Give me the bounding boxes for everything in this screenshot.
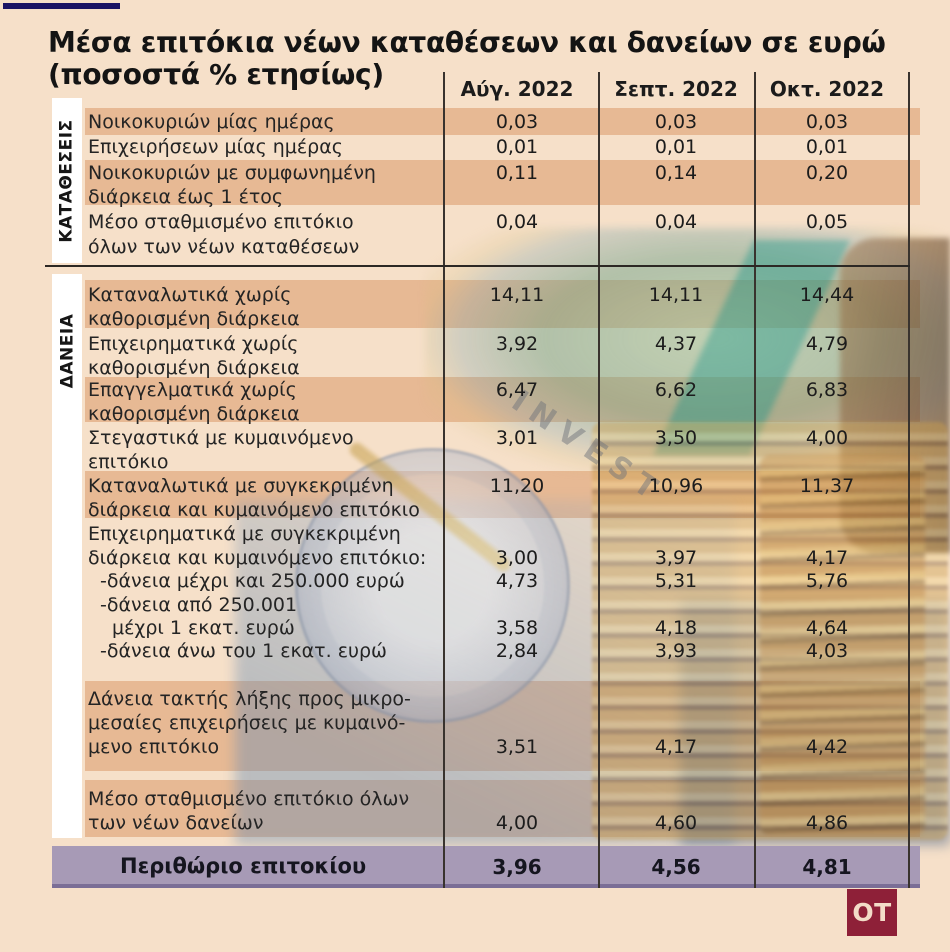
footer-label: Περιθώριο επιτοκίου — [120, 854, 367, 878]
cell-value: 4,17 — [805, 547, 849, 569]
column-header: Αύγ. 2022 — [460, 77, 574, 101]
row-label-line: -δάνεια από 250.001 — [100, 594, 298, 616]
cell-value: 14,11 — [648, 284, 704, 306]
cell-value: 14,11 — [489, 284, 545, 306]
cell-value: 14,44 — [799, 284, 855, 306]
section-strip — [52, 98, 82, 263]
section-label-text: ΔΑΝΕΙΑ — [57, 313, 78, 389]
row-label-line: μενο επιτόκιο — [88, 736, 220, 758]
cell-value: 4,03 — [805, 640, 849, 662]
column-divider — [754, 72, 756, 888]
row-label-line: μέχρι 1 εκατ. ευρώ — [112, 617, 295, 639]
cell-value: 4,00 — [805, 427, 849, 449]
cell-value: 3,97 — [654, 547, 698, 569]
section-label-text: ΚΑΤΑΘΕΣΕΙΣ — [57, 118, 77, 243]
cell-value: 3,51 — [495, 736, 539, 758]
row-band — [85, 108, 920, 135]
row-label-line: Καταναλωτικά χωρίς — [88, 284, 292, 306]
row-label-line: των νέων δανείων — [88, 812, 264, 834]
cell-value: 11,20 — [489, 475, 545, 497]
cell-value: 0,03 — [805, 111, 849, 133]
column-header: Οκτ. 2022 — [769, 77, 885, 101]
row-label-line: Στεγαστικά με κυμαινόμενο — [88, 427, 354, 449]
cell-value: 4,18 — [654, 617, 698, 639]
cell-value: 6,62 — [654, 379, 698, 401]
footer-band — [52, 846, 920, 888]
cell-value: 0,20 — [805, 162, 849, 184]
cell-value: 0,04 — [654, 211, 698, 233]
cell-value: 0,01 — [495, 136, 539, 158]
row-label-line: διάρκεια έως 1 έτος — [88, 186, 284, 208]
cell-value: 4,00 — [495, 812, 539, 834]
cell-value: 3,92 — [495, 333, 539, 355]
row-label-line: Επιχειρήσεων μίας ημέρας — [88, 136, 343, 158]
row-label-line: καθορισμένη διάρκεια — [88, 308, 300, 330]
section-label: ΔΑΝΕΙΑ — [52, 276, 82, 426]
cell-value: 0,01 — [654, 136, 698, 158]
row-label-line: Νοικοκυριών μίας ημέρας — [88, 111, 335, 133]
row-label-line: μεσαίες επιχειρήσεις με κυμαινό- — [88, 712, 406, 734]
column-header: Σεπτ. 2022 — [614, 77, 738, 101]
cell-value: 3,93 — [654, 640, 698, 662]
cell-value: 4,79 — [805, 333, 849, 355]
row-label-line: Επιχειρηματικά χωρίς — [88, 333, 299, 355]
row-band — [85, 160, 920, 205]
row-label-line: όλων των νέων καταθέσεων — [88, 236, 360, 258]
row-label-line: Μέσο σταθμισμένο επιτόκιο όλων — [88, 788, 410, 810]
cell-value: 11,37 — [799, 475, 855, 497]
row-label-line: καθορισμένη διάρκεια — [88, 403, 300, 425]
cell-value: 4,86 — [805, 812, 849, 834]
cell-value: 4,17 — [654, 736, 698, 758]
cell-value: 10,96 — [648, 475, 704, 497]
footer-value: 3,96 — [492, 855, 542, 879]
cell-value: 4,73 — [495, 570, 539, 592]
cell-value: 0,03 — [654, 111, 698, 133]
cell-value: 2,84 — [495, 640, 539, 662]
row-label-line: διάρκεια και κυμαινόμενο επιτόκιο — [88, 499, 420, 521]
section-strip — [52, 274, 82, 838]
row-label-line: Μέσο σταθμισμένο επιτόκιο — [88, 211, 354, 233]
page-subtitle: (ποσοστά % ετησίως) — [48, 58, 384, 91]
cell-value: 4,60 — [654, 812, 698, 834]
row-label-line: Καταναλωτικά με συγκεκριμένη — [88, 475, 394, 497]
row-label-line: Νοικοκυριών με συμφωνημένη — [88, 162, 376, 184]
footer-value: 4,81 — [802, 855, 852, 879]
cell-value: 4,42 — [805, 736, 849, 758]
cell-value: 6,47 — [495, 379, 539, 401]
row-label-line: διάρκεια και κυμαινόμενο επιτόκιο: — [88, 547, 427, 569]
cell-value: 0,04 — [495, 211, 539, 233]
ot-logo: OT — [847, 889, 897, 936]
footer-value: 4,56 — [651, 855, 701, 879]
cell-value: 5,76 — [805, 570, 849, 592]
section-label: ΚΑΤΑΘΕΣΕΙΣ — [52, 98, 82, 263]
section-divider — [45, 265, 910, 267]
cell-value: 3,50 — [654, 427, 698, 449]
row-label-line: επιτόκιο — [88, 451, 169, 473]
cell-value: 3,00 — [495, 547, 539, 569]
cell-value: 3,01 — [495, 427, 539, 449]
cell-value: 6,83 — [805, 379, 849, 401]
row-label-line: Επιχειρηματικά με συγκεκριμένη — [88, 523, 401, 545]
row-label-line: -δάνεια άνω του 1 εκατ. ευρώ — [100, 640, 387, 662]
cell-value: 0,03 — [495, 111, 539, 133]
cell-value: 5,31 — [654, 570, 698, 592]
column-divider — [908, 72, 910, 888]
page-title: Μέσα επιτόκια νέων καταθέσεων και δανείω… — [48, 26, 886, 59]
cell-value: 4,64 — [805, 617, 849, 639]
cell-value: 0,11 — [495, 162, 539, 184]
cell-value: 3,58 — [495, 617, 539, 639]
column-divider — [443, 72, 445, 888]
column-divider — [598, 72, 600, 888]
cell-value: 0,01 — [805, 136, 849, 158]
row-label-line: καθορισμένη διάρκεια — [88, 357, 300, 379]
row-label-line: -δάνεια μέχρι και 250.000 ευρώ — [100, 570, 405, 592]
row-label-line: Δάνεια τακτής λήξης προς μικρο- — [88, 688, 411, 710]
cell-value: 4,37 — [654, 333, 698, 355]
cell-value: 0,05 — [805, 211, 849, 233]
row-band — [85, 780, 920, 837]
row-label-line: Επαγγελματικά χωρίς — [88, 379, 297, 401]
accent-bar — [3, 3, 120, 9]
cell-value: 0,14 — [654, 162, 698, 184]
